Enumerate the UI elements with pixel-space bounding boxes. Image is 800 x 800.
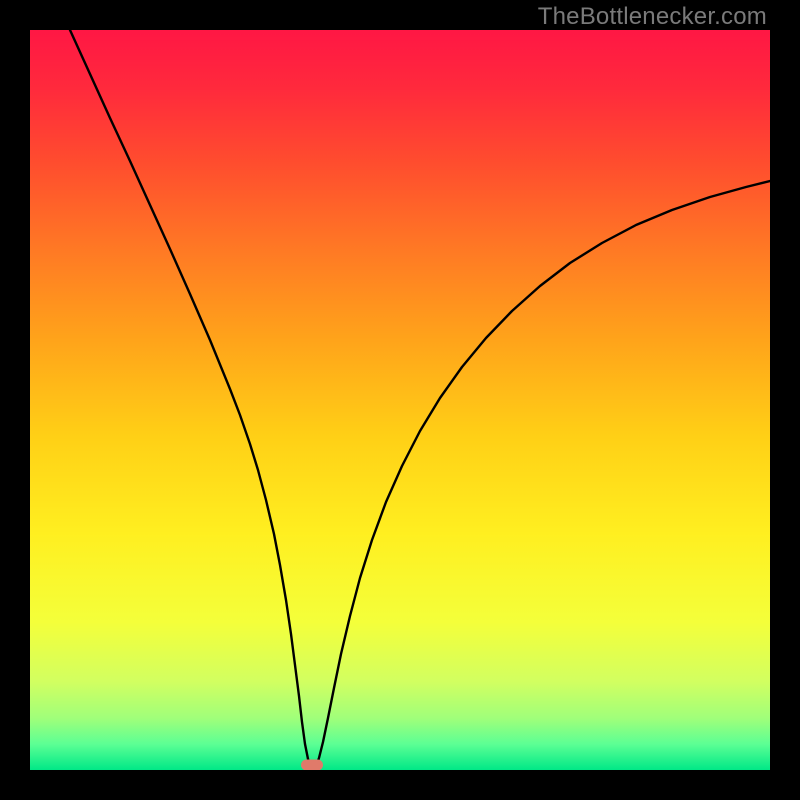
gradient-background [30,30,770,770]
watermark-text: TheBottlenecker.com [538,3,767,31]
min-marker [301,760,323,771]
plot-area [30,30,770,770]
bottleneck-chart-svg [30,30,770,770]
